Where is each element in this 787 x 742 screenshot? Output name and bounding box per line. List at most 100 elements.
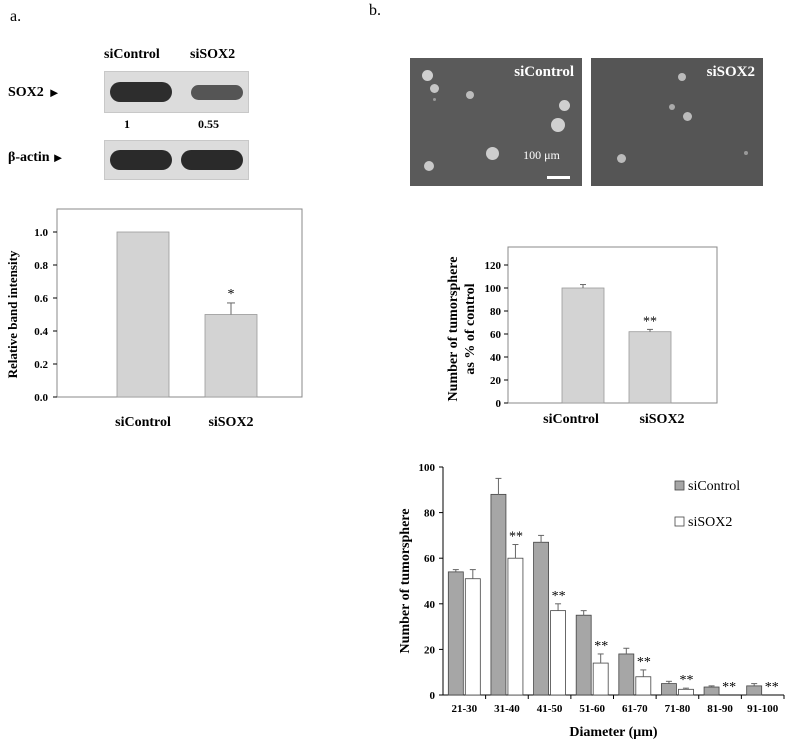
bar-siSOX2 xyxy=(628,331,672,404)
sphere xyxy=(486,147,499,160)
micrograph-sisox2: siSOX2 xyxy=(591,58,763,186)
y-tick-label: 120 xyxy=(485,260,502,272)
band-intensity-chart: 0.0 0.2 0.4 0.6 0.8 1.0 siControl * siSOX2 Relati… xyxy=(5,208,303,430)
sphere xyxy=(466,91,474,99)
x-category-label: siControl xyxy=(543,412,599,427)
bar-siSOX2-31-40 xyxy=(507,557,524,696)
y-tick-label: 100 xyxy=(419,462,436,474)
x-category-label: 41-50 xyxy=(537,703,563,715)
arrow-icon: ► xyxy=(47,85,61,100)
sox2-blot xyxy=(104,71,249,113)
y-tick-label: 60 xyxy=(424,553,436,565)
y-tick-label: 80 xyxy=(490,306,502,318)
bar-siControl-31-40 xyxy=(490,493,507,696)
tumorsphere-percent-chart: 0 20 40 60 80 100 120 siControl ** siSOX2 Number o… xyxy=(446,246,718,427)
y-tick-label: 0 xyxy=(430,690,436,702)
sox2-band-sicontrol xyxy=(110,82,172,102)
bar-siSOX2-51-60 xyxy=(592,662,609,696)
y-tick-label: 0.0 xyxy=(34,392,48,404)
legend-swatch-siControl xyxy=(674,480,685,491)
micrograph-sicontrol: siControl 100 μm xyxy=(410,58,582,186)
bar-siSOX2-21-30 xyxy=(464,578,481,696)
bar-siSOX2-61-70 xyxy=(635,676,652,696)
y-tick-label: 0.8 xyxy=(34,260,48,272)
x-category-label: 21-30 xyxy=(451,703,477,715)
y-tick-label: 40 xyxy=(424,599,436,611)
legend-label-siControl: siControl xyxy=(688,479,740,494)
scale-bar xyxy=(547,176,570,179)
significance-marker: ** xyxy=(552,589,566,604)
bar-siControl-71-80 xyxy=(661,683,677,696)
bar-siSOX2-41-50 xyxy=(550,610,566,696)
x-category-label: 81-90 xyxy=(707,703,733,715)
diameter-distribution-chart: 0 20 40 60 80 100 21-30 31-40 ** 41-50 ** 51-60 ** 61… xyxy=(398,462,785,740)
sphere xyxy=(683,112,692,121)
significance-marker: ** xyxy=(765,680,779,695)
sox2-row-label: SOX2 ► xyxy=(8,85,61,101)
arrow-icon: ► xyxy=(51,150,65,165)
x-category-label: siSOX2 xyxy=(639,412,684,427)
plot-frame xyxy=(507,246,718,404)
y-tick-label: 0.2 xyxy=(34,359,48,371)
actin-row-label: β-actin ► xyxy=(8,150,64,166)
legend-label-siSOX2: siSOX2 xyxy=(688,515,732,530)
significance-marker: ** xyxy=(509,530,523,545)
ratio-sisox2: 0.55 xyxy=(198,117,219,131)
bar-siSOX2 xyxy=(204,314,258,398)
significance-marker: ** xyxy=(594,639,608,654)
ratio-sicontrol: 1 xyxy=(124,117,130,131)
y-axis-label: Number of tumorsphere xyxy=(398,509,413,654)
x-category-label: 91-100 xyxy=(747,703,779,715)
legend-swatch-siSOX2 xyxy=(674,516,685,527)
sox2-label: SOX2 xyxy=(8,85,44,100)
sphere xyxy=(424,161,434,171)
y-tick-label: 80 xyxy=(424,508,436,520)
bar-siControl-91-100 xyxy=(746,685,763,696)
y-tick-label: 40 xyxy=(490,352,502,364)
y-axis-label: Relative band intensity xyxy=(5,250,20,378)
x-category-label: 51-60 xyxy=(579,703,605,715)
actin-band-sicontrol xyxy=(110,150,172,170)
sphere xyxy=(744,151,748,155)
y-tick-label: 100 xyxy=(485,283,502,295)
scale-text: 100 μm xyxy=(523,148,560,162)
sphere xyxy=(669,104,675,110)
significance-marker: ** xyxy=(679,673,693,688)
sphere xyxy=(678,73,686,81)
significance-marker: ** xyxy=(722,680,736,695)
y-axis-label-line2: as % of control xyxy=(463,283,478,374)
actin-label: β-actin xyxy=(8,150,50,165)
bar-siSOX2-71-80 xyxy=(678,688,694,696)
x-category-label: siControl xyxy=(115,415,171,430)
x-axis-label: Diameter (μm) xyxy=(569,725,657,740)
micrograph-label-sisox2: siSOX2 xyxy=(706,64,755,80)
actin-blot xyxy=(104,140,249,180)
y-tick-label: 1.0 xyxy=(34,227,48,239)
plot-frame xyxy=(56,208,303,398)
sphere xyxy=(433,98,436,101)
y-tick-label: 0.6 xyxy=(34,293,48,305)
bar-siControl-21-30 xyxy=(447,571,464,696)
micrograph-label-sicontrol: siControl xyxy=(514,64,574,80)
bar-siControl-61-70 xyxy=(618,653,635,696)
x-category-label: 71-80 xyxy=(665,703,691,715)
y-tick-label: 20 xyxy=(424,644,436,656)
significance-marker: * xyxy=(228,287,235,302)
lane-label-sicontrol: siControl xyxy=(104,47,160,62)
y-axis-label-line1: Number of tumorsphere xyxy=(446,257,461,402)
sox2-band-sisox2 xyxy=(191,85,243,100)
x-category-label: 61-70 xyxy=(622,703,648,715)
bar-siControl-81-90 xyxy=(703,686,720,696)
x-category-label: 31-40 xyxy=(494,703,520,715)
y-tick-label: 0 xyxy=(496,398,502,410)
sphere xyxy=(430,84,439,93)
significance-marker: ** xyxy=(643,314,657,329)
y-tick-label: 60 xyxy=(490,329,502,341)
bar-siControl-41-50 xyxy=(533,541,549,696)
y-tick-label: 0.4 xyxy=(34,326,48,338)
sphere xyxy=(551,118,565,132)
panel-a-letter: a. xyxy=(10,8,22,25)
sphere xyxy=(617,154,626,163)
bar-siControl xyxy=(561,287,605,404)
